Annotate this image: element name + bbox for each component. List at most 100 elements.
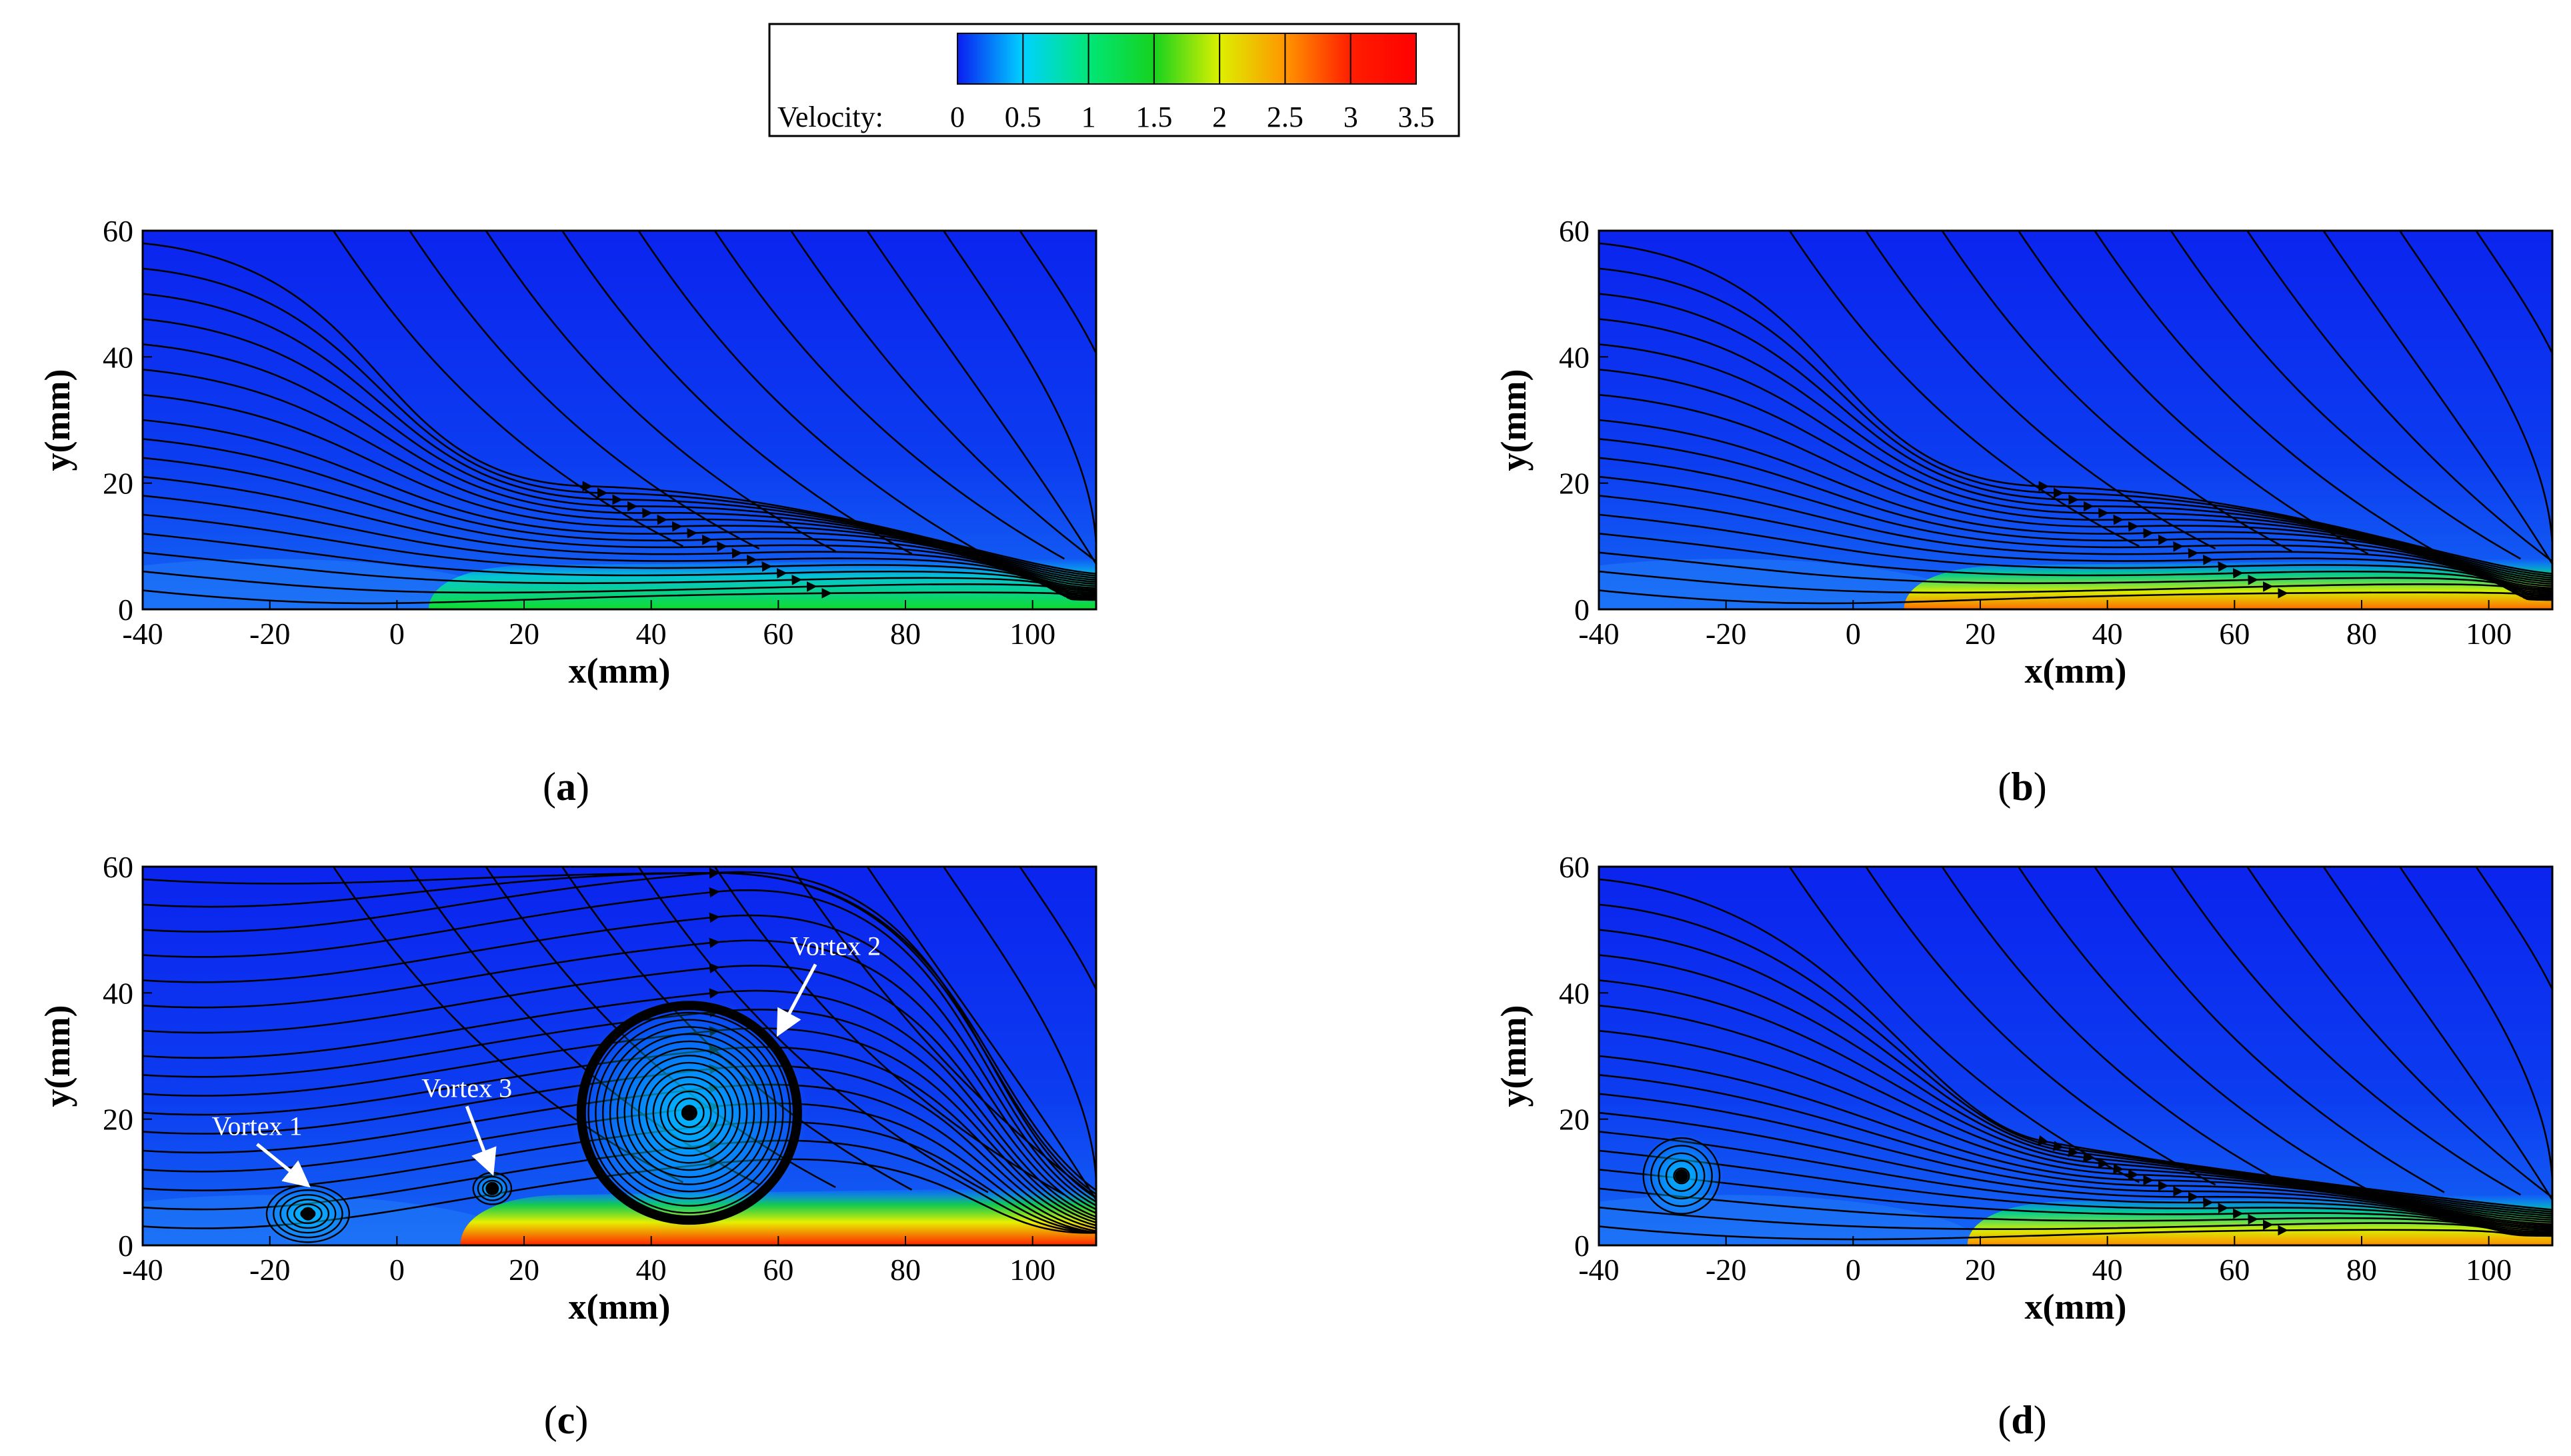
streamline — [1941, 867, 2292, 1189]
vortex-label: Vortex 3 — [421, 1073, 512, 1103]
panel-b: -40 -20 0 20 40 60 80 100 x(mm) 0 20 40 60 y(mm) (b) — [1494, 214, 2554, 809]
vortex-core — [682, 1106, 696, 1120]
x-tick-label: 80 — [2346, 1253, 2377, 1287]
plot-frame — [141, 229, 1097, 611]
streamline — [2170, 867, 2521, 1196]
y-tick-label: 20 — [1559, 1103, 1590, 1137]
vortex-ring — [587, 1011, 791, 1214]
vortex-ring — [481, 1179, 503, 1197]
vortex-ring — [595, 1019, 784, 1207]
x-tick-label: 40 — [2092, 1253, 2123, 1287]
y-tick-label: 0 — [118, 1229, 133, 1263]
streamline — [1599, 318, 2552, 581]
colorbar-tick-label: 1 — [1081, 101, 1096, 133]
y-axis-label: y(mm) — [1494, 1005, 1534, 1107]
x-axis-label: x(mm) — [2025, 651, 2127, 691]
streamline — [2246, 867, 2552, 1199]
x-tick-label: -20 — [249, 1253, 290, 1287]
streamline — [943, 867, 1096, 1203]
x-axis: -40 -20 0 20 40 60 80 100 x(mm) — [122, 1236, 1055, 1327]
panel-a: -40 -20 0 20 40 60 80 100 x(mm) 0 20 40 60 y(mm) (a) — [37, 214, 1097, 809]
vortex-ring — [667, 1090, 712, 1135]
vortex-label: Vortex 1 — [212, 1111, 303, 1141]
streamline — [143, 887, 1096, 1203]
x-tick-label: 20 — [1965, 1253, 1996, 1287]
vortex-ring — [631, 1055, 748, 1171]
streamline — [713, 231, 1065, 560]
x-tick-label: 100 — [2466, 1253, 2512, 1287]
streamline — [2246, 231, 2552, 563]
streamline — [143, 963, 1096, 1214]
x-tick-label: 80 — [890, 617, 921, 651]
y-tick-label: 60 — [1559, 214, 1590, 248]
streamline — [1599, 1111, 2552, 1229]
y-axis-label: y(mm) — [37, 1005, 77, 1107]
vortex — [262, 1182, 354, 1245]
vortex — [1640, 1134, 1724, 1218]
vortex-ring — [1673, 1167, 1690, 1185]
vortex-ring — [652, 1076, 727, 1150]
streamline — [2399, 867, 2552, 1203]
colorbar-tick-label: 2 — [1212, 101, 1227, 133]
vortex-arrow — [256, 1143, 311, 1188]
streamline — [943, 231, 1096, 567]
streamline — [143, 868, 1096, 1199]
y-axis: 0 20 40 60 y(mm) — [37, 214, 152, 627]
streamline — [143, 937, 1096, 1211]
streamline — [1599, 903, 2552, 1213]
streamline — [1788, 231, 2140, 547]
streamlines — [143, 231, 1096, 605]
x-tick-label: 40 — [636, 1253, 667, 1287]
vortex-ring — [623, 1047, 755, 1178]
x-axis: -40 -20 0 20 40 60 80 100 x(mm) — [1578, 600, 2512, 691]
y-tick-label: 20 — [1559, 467, 1590, 501]
annotations: Vortex 1 Vortex 3 Vortex 2 — [212, 931, 881, 1188]
x-tick-label: -20 — [1706, 617, 1746, 651]
y-tick-label: 60 — [1559, 850, 1590, 884]
streamline — [2322, 867, 2552, 1201]
streamline — [1941, 231, 2292, 553]
colorbar-label: Velocity: — [777, 101, 883, 133]
x-tick-label: 60 — [2219, 617, 2250, 651]
streamline — [1599, 929, 2552, 1215]
y-tick-label: 20 — [103, 1103, 133, 1137]
streamline — [143, 988, 1096, 1218]
y-tick-label: 60 — [103, 850, 133, 884]
y-tick-label: 20 — [103, 467, 133, 501]
streamline — [1599, 368, 2552, 585]
streamline — [2018, 867, 2369, 1191]
colorbar-tick-label: 2.5 — [1267, 101, 1304, 133]
streamline — [637, 231, 989, 557]
streamline — [1788, 867, 2140, 1183]
streamline — [2170, 231, 2521, 560]
colorbar: Velocity: 0 0.5 1 1.5 2 2.5 3 3.5 — [768, 23, 1460, 137]
streamline — [1599, 1225, 2552, 1241]
streamline — [1865, 867, 2216, 1186]
x-tick-label: 100 — [1009, 617, 1055, 651]
vortex — [570, 995, 809, 1231]
streamline — [1599, 533, 2552, 598]
colorbar-dividers — [1022, 33, 1352, 84]
plot-area — [1599, 231, 2552, 609]
streamline — [1865, 231, 2216, 550]
low-speed-region — [1599, 559, 1980, 609]
x-tick-label: 0 — [1846, 617, 1861, 651]
x-tick-label: 40 — [636, 617, 667, 651]
streamlines — [1599, 867, 2552, 1241]
streamline — [143, 343, 1096, 583]
streamline — [2475, 231, 2552, 569]
streamline — [790, 867, 1096, 1199]
vortex-core — [1674, 1169, 1688, 1183]
x-tick-label: 40 — [2092, 617, 2123, 651]
y-tick-label: 60 — [103, 214, 133, 248]
y-tick-label: 40 — [103, 976, 133, 1010]
x-tick-label: 0 — [389, 617, 405, 651]
y-tick-label: 0 — [118, 593, 133, 627]
panel-label: (d) — [1998, 1398, 2046, 1442]
streamline — [790, 231, 1096, 563]
x-axis: -40 -20 0 20 40 60 80 100 x(mm) — [1578, 1236, 2512, 1327]
streamline — [1599, 1029, 2552, 1223]
streamline — [1599, 1131, 2552, 1231]
vortex-core — [301, 1207, 315, 1221]
